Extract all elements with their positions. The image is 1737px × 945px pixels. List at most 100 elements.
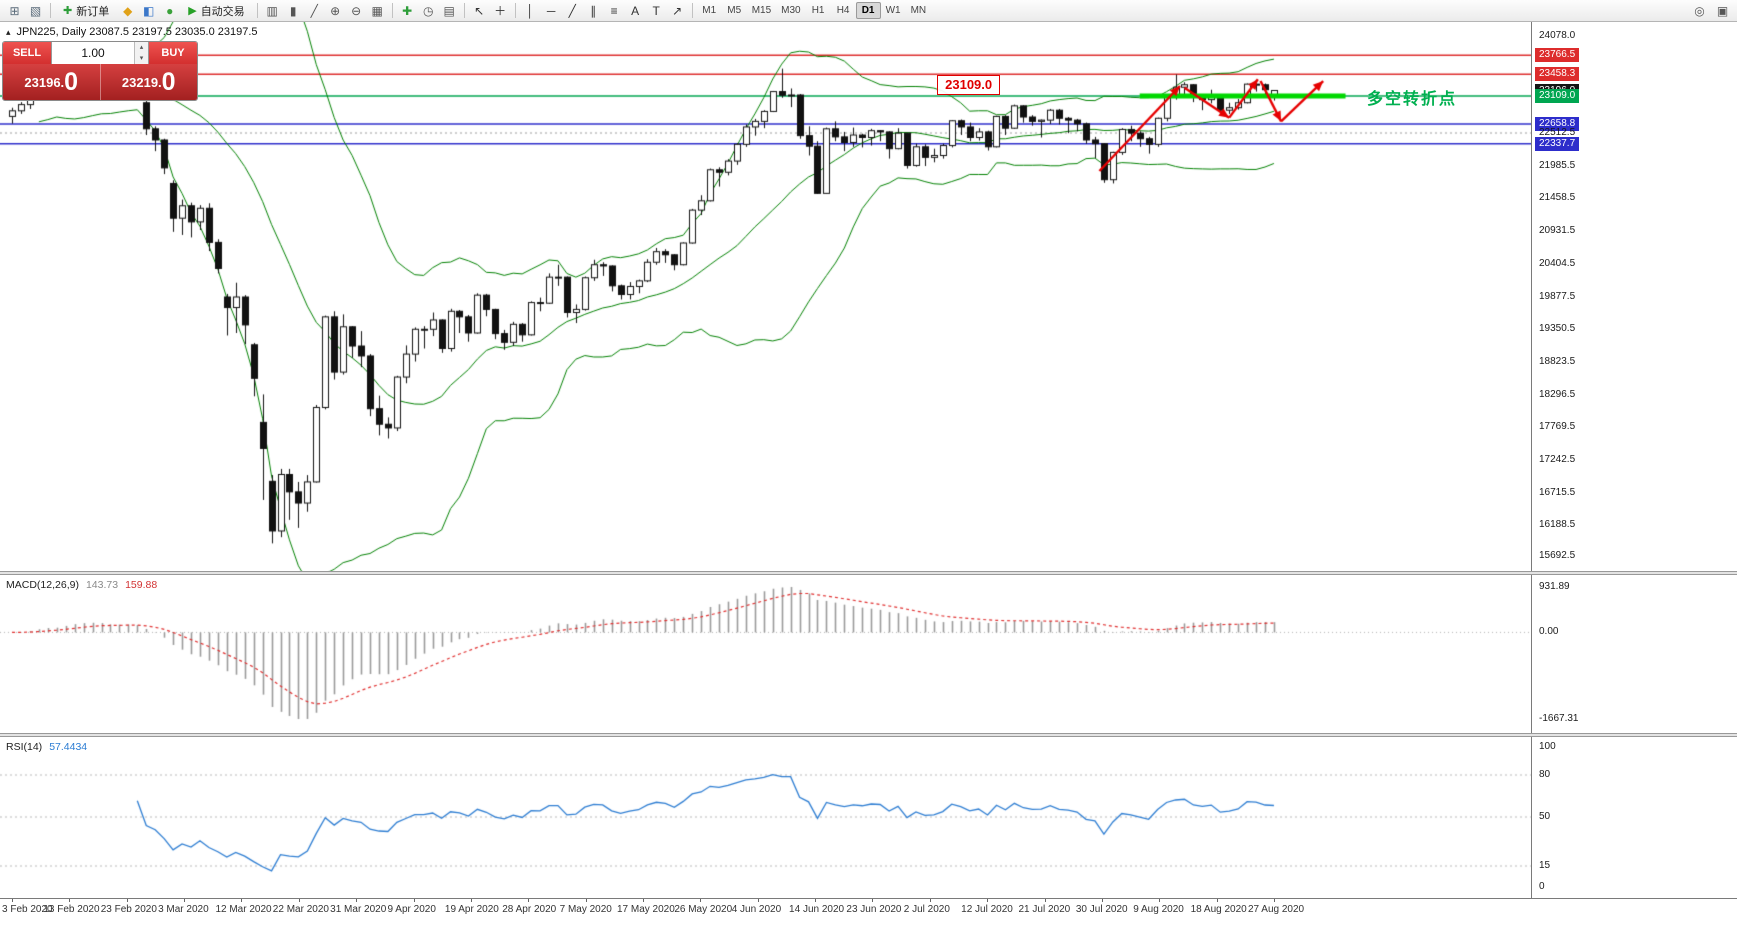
- zoom-in-icon[interactable]: ⊕: [330, 3, 341, 18]
- timeframe-mn[interactable]: MN: [910, 5, 927, 16]
- cursor-icon[interactable]: ↖: [474, 3, 485, 18]
- line-chart-icon[interactable]: ╱: [310, 3, 318, 18]
- time-axis-tick: [1273, 899, 1275, 902]
- sell-price[interactable]: 23196. 0: [3, 64, 100, 100]
- time-axis-tick: [1216, 899, 1218, 902]
- zoom-out-icon[interactable]: ⊖: [351, 3, 362, 18]
- time-axis-label: 26 May 2020: [674, 904, 733, 915]
- price-axis-label: 21458.5: [1539, 192, 1576, 204]
- bar-chart-icon[interactable]: ▥: [266, 3, 278, 18]
- macd-axis-label: -1667.31: [1539, 713, 1579, 724]
- time-axis-tick: [585, 899, 587, 902]
- toolbar-separator: [50, 3, 51, 18]
- arrow-tools-icon[interactable]: ↗: [672, 3, 683, 18]
- sell-button[interactable]: SELL: [3, 42, 51, 64]
- rsi-label: RSI(14) 57.4434: [6, 741, 87, 753]
- new-chart-icon[interactable]: ⊞: [9, 3, 20, 18]
- crosshair-icon[interactable]: ＋: [494, 4, 507, 18]
- toolbar-separator: [691, 3, 693, 18]
- time-axis[interactable]: 3 Feb 2020 13 Feb 2020 23 Feb 2020 3 Mar 20…: [0, 898, 1737, 945]
- price-axis-label: 21985.5: [1539, 159, 1576, 171]
- time-axis-label: 3 Mar 2020: [158, 904, 209, 915]
- buy-price-main: 23219.: [121, 74, 162, 90]
- timeframe-m1[interactable]: M1: [702, 5, 717, 16]
- toolbar-separator: [256, 3, 258, 18]
- price-axis-label: 20931.5: [1539, 225, 1576, 237]
- text-icon[interactable]: A: [631, 3, 640, 18]
- channel-icon[interactable]: ∥: [590, 3, 597, 18]
- candlestick-chart-icon[interactable]: ▮: [289, 3, 297, 18]
- toolbar-separator: [391, 3, 393, 18]
- chart-title-text: JPN225, Daily 23087.5 23197.5 23035.0 23…: [16, 26, 258, 38]
- time-axis-tick: [470, 899, 472, 902]
- price-annotation-label[interactable]: 23109.0: [937, 74, 1001, 95]
- volume-down-button[interactable]: ▾: [135, 53, 148, 64]
- price-axis-label: 18296.5: [1539, 388, 1576, 400]
- price-axis[interactable]: 24078.023766.523458.323196.023109.022658…: [1531, 22, 1737, 945]
- price-axis-label: 20404.5: [1539, 257, 1576, 269]
- timeframe-h1[interactable]: H1: [811, 5, 825, 16]
- price-axis-label: 18823.5: [1539, 355, 1576, 367]
- panel-separator[interactable]: [0, 571, 1737, 575]
- new-order-button[interactable]: ✚ 新订单: [55, 2, 117, 20]
- market-watch-icon[interactable]: ◆: [123, 3, 133, 18]
- rsi-axis-label: 100: [1539, 741, 1556, 752]
- time-axis-tick: [815, 899, 817, 902]
- toolbar-right-group: ◎ ▣: [1689, 2, 1733, 20]
- autotrading-button[interactable]: ▶ 自动交易: [180, 2, 252, 20]
- time-axis-tick: [929, 899, 931, 902]
- search-icon[interactable]: ◎: [1694, 3, 1705, 18]
- timeframe-m30[interactable]: M30: [781, 5, 801, 16]
- time-axis-tick: [356, 899, 358, 902]
- buy-button[interactable]: BUY: [149, 42, 197, 64]
- price-chart-canvas[interactable]: [0, 22, 1531, 572]
- panel-separator[interactable]: [0, 733, 1737, 737]
- time-axis-tick: [642, 899, 644, 902]
- fibonacci-icon[interactable]: ≡: [610, 3, 618, 18]
- periods-icon[interactable]: ◷: [422, 3, 434, 18]
- horizontal-line-icon[interactable]: ─: [546, 3, 556, 18]
- profiles-icon[interactable]: ▧: [29, 3, 42, 18]
- buy-price[interactable]: 23219. 0: [99, 64, 198, 100]
- macd-axis-label: 0.00: [1539, 626, 1559, 638]
- turning-point-label[interactable]: 多空转折点: [1366, 90, 1457, 108]
- macd-signal-value: 159.88: [125, 579, 158, 591]
- indicators-icon[interactable]: ✚: [402, 3, 413, 18]
- workspace-icon[interactable]: ▣: [1716, 3, 1729, 18]
- price-axis-label: 23766.5: [1535, 48, 1580, 63]
- timeframe-w1[interactable]: W1: [885, 5, 901, 16]
- time-axis-tick: [241, 899, 243, 902]
- price-axis-label: 17769.5: [1539, 421, 1576, 433]
- price-axis-label: 15692.5: [1539, 550, 1576, 562]
- vertical-line-icon[interactable]: │: [526, 3, 534, 18]
- time-axis-label: 14 Jun 2020: [789, 904, 845, 915]
- chart-title: ▴ JPN225, Daily 23087.5 23197.5 23035.0 …: [6, 26, 258, 38]
- time-axis-tick: [12, 899, 13, 902]
- timeframe-m5[interactable]: M5: [727, 5, 742, 16]
- time-axis-tick: [1159, 899, 1161, 902]
- time-axis-tick: [872, 899, 874, 902]
- timeframe-m15[interactable]: M15: [751, 5, 772, 16]
- price-axis-label: 23458.3: [1535, 67, 1580, 82]
- label-icon[interactable]: T: [652, 3, 660, 18]
- volume-up-button[interactable]: ▴: [135, 42, 148, 53]
- timeframe-d1[interactable]: D1: [855, 2, 881, 19]
- tile-windows-icon[interactable]: ▦: [371, 3, 383, 18]
- macd-label: MACD(12,26,9) 143.73 159.88: [6, 579, 157, 591]
- time-axis-tick: [1101, 899, 1103, 902]
- templates-icon[interactable]: ▤: [443, 3, 455, 18]
- rsi-canvas[interactable]: [0, 737, 1531, 897]
- timeframe-h4[interactable]: H4: [836, 5, 850, 16]
- time-axis-label: 19 Apr 2020: [444, 904, 499, 915]
- time-axis-label: 12 Mar 2020: [215, 904, 272, 915]
- buy-price-big: 0: [161, 68, 176, 96]
- trendline-icon[interactable]: ╱: [568, 3, 576, 18]
- time-axis-label: 3 Feb 2020: [2, 904, 53, 915]
- navigator-icon[interactable]: ◧: [143, 3, 155, 18]
- macd-canvas[interactable]: [0, 575, 1531, 733]
- rsi-axis-label: 0: [1539, 881, 1545, 892]
- one-click-toggle-icon[interactable]: ▴: [6, 26, 11, 37]
- volume-input[interactable]: [52, 42, 134, 64]
- terminal-icon[interactable]: ●: [166, 3, 174, 18]
- toolbar-separator: [514, 3, 516, 18]
